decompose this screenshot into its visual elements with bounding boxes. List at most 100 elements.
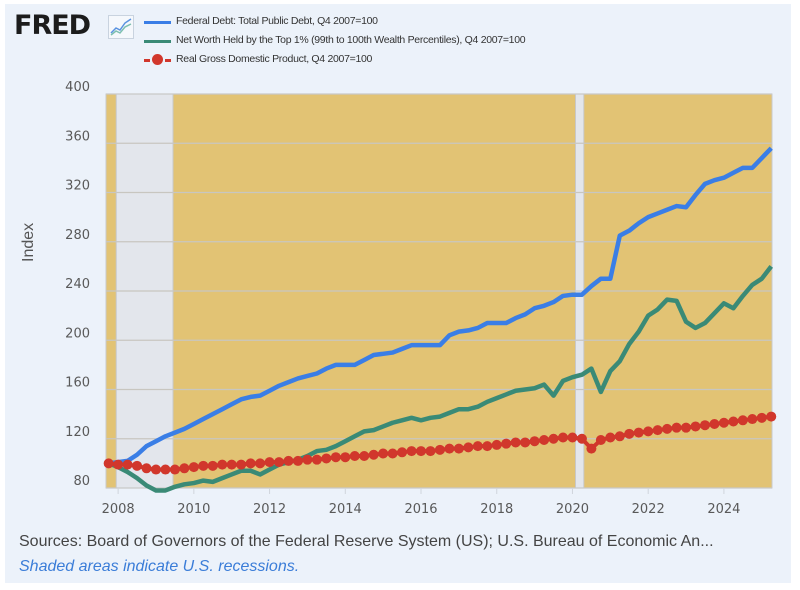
data-point (264, 457, 275, 468)
data-point (387, 448, 398, 459)
data-point (510, 437, 521, 448)
y-tick-label: 200 (65, 326, 90, 341)
data-point (624, 428, 635, 439)
data-point (340, 452, 351, 463)
y-tick-label: 360 (65, 129, 90, 144)
data-point (122, 459, 133, 470)
data-point (482, 441, 493, 452)
data-point (207, 460, 218, 471)
data-point (349, 450, 360, 461)
data-point (681, 422, 692, 433)
data-point (416, 446, 427, 457)
data-point (491, 439, 502, 450)
data-point (188, 462, 199, 473)
recession-note: Shaded areas indicate U.S. recessions. (19, 558, 300, 575)
fred-logo[interactable]: FRED (14, 10, 91, 41)
data-point (444, 443, 455, 454)
x-tick-label: 2016 (404, 502, 437, 517)
y-tick-label: 400 (65, 80, 90, 95)
data-point (501, 438, 512, 449)
data-point (141, 463, 152, 474)
y-tick-label: 280 (65, 228, 90, 243)
plot-border (105, 93, 773, 489)
x-tick-label: 2014 (329, 502, 362, 517)
data-point (397, 447, 408, 458)
data-point (103, 458, 114, 469)
y-tick-label: 120 (65, 425, 90, 440)
data-point (378, 448, 389, 459)
data-point (690, 421, 701, 432)
data-point (718, 417, 729, 428)
chart-legend: Federal Debt: Total Public Debt, Q4 2007… (144, 12, 526, 69)
legend-item-net-worth[interactable]: Net Worth Held by the Top 1% (99th to 10… (144, 31, 526, 50)
data-point (595, 434, 606, 445)
x-tick-label: 2018 (480, 502, 513, 517)
y-tick-label: 320 (65, 179, 90, 194)
data-point (605, 432, 616, 443)
legend-label: Federal Debt: Total Public Debt, Q4 2007… (176, 15, 378, 27)
legend-item-federal-debt[interactable]: Federal Debt: Total Public Debt, Q4 2007… (144, 12, 525, 31)
data-point (766, 411, 777, 422)
y-tick-label: 160 (65, 376, 90, 391)
legend-item-real-gdp[interactable]: Real Gross Domestic Product, Q4 2007=100 (144, 50, 525, 69)
data-point (671, 422, 682, 433)
legend-swatch-dash (144, 59, 150, 62)
legend-swatch-dash (165, 59, 171, 62)
data-point (463, 442, 474, 453)
legend-swatch-line (144, 40, 171, 43)
data-point (756, 412, 767, 423)
legend-label: Net Worth Held by the Top 1% (99th to 10… (176, 34, 526, 46)
data-point (245, 458, 256, 469)
data-point (539, 434, 550, 445)
data-point (699, 420, 710, 431)
data-point (557, 432, 568, 443)
data-point (586, 443, 597, 454)
data-point (330, 452, 341, 463)
data-point (236, 459, 247, 470)
data-point (652, 425, 663, 436)
data-point (179, 463, 190, 474)
line-chart-icon (108, 15, 134, 39)
data-point (292, 455, 303, 466)
data-point (302, 454, 313, 465)
data-point (283, 455, 294, 466)
data-point (160, 464, 171, 475)
x-tick-label: 2020 (556, 502, 589, 517)
y-tick-label: 80 (73, 474, 90, 489)
data-point (274, 457, 285, 468)
data-point (643, 426, 654, 437)
data-point (633, 427, 644, 438)
data-point (226, 459, 237, 470)
sources-text: Sources: Board of Governors of the Feder… (19, 533, 714, 550)
data-point (359, 450, 370, 461)
data-point (472, 441, 483, 452)
x-tick-label: 2010 (177, 502, 210, 517)
data-point (737, 415, 748, 426)
data-point (434, 444, 445, 455)
data-point (529, 436, 540, 447)
data-point (576, 433, 587, 444)
legend-label: Real Gross Domestic Product, Q4 2007=100 (176, 53, 373, 65)
y-tick-label: 240 (65, 277, 90, 292)
series-line-1 (107, 265, 774, 493)
data-point (150, 464, 161, 475)
data-point (548, 433, 559, 444)
data-point (321, 453, 332, 464)
data-point (255, 458, 266, 469)
data-point (217, 459, 228, 470)
data-point (614, 431, 625, 442)
legend-swatch-line (144, 21, 171, 24)
legend-swatch-dot (152, 54, 163, 65)
data-point (709, 418, 720, 429)
data-point (520, 437, 531, 448)
data-point (169, 464, 180, 475)
data-point (368, 449, 379, 460)
x-tick-label: 2022 (632, 502, 665, 517)
data-point (132, 460, 143, 471)
data-point (198, 460, 209, 471)
data-point (728, 416, 739, 427)
series-line-0 (108, 146, 773, 466)
data-point (311, 454, 322, 465)
data-point (662, 423, 673, 434)
